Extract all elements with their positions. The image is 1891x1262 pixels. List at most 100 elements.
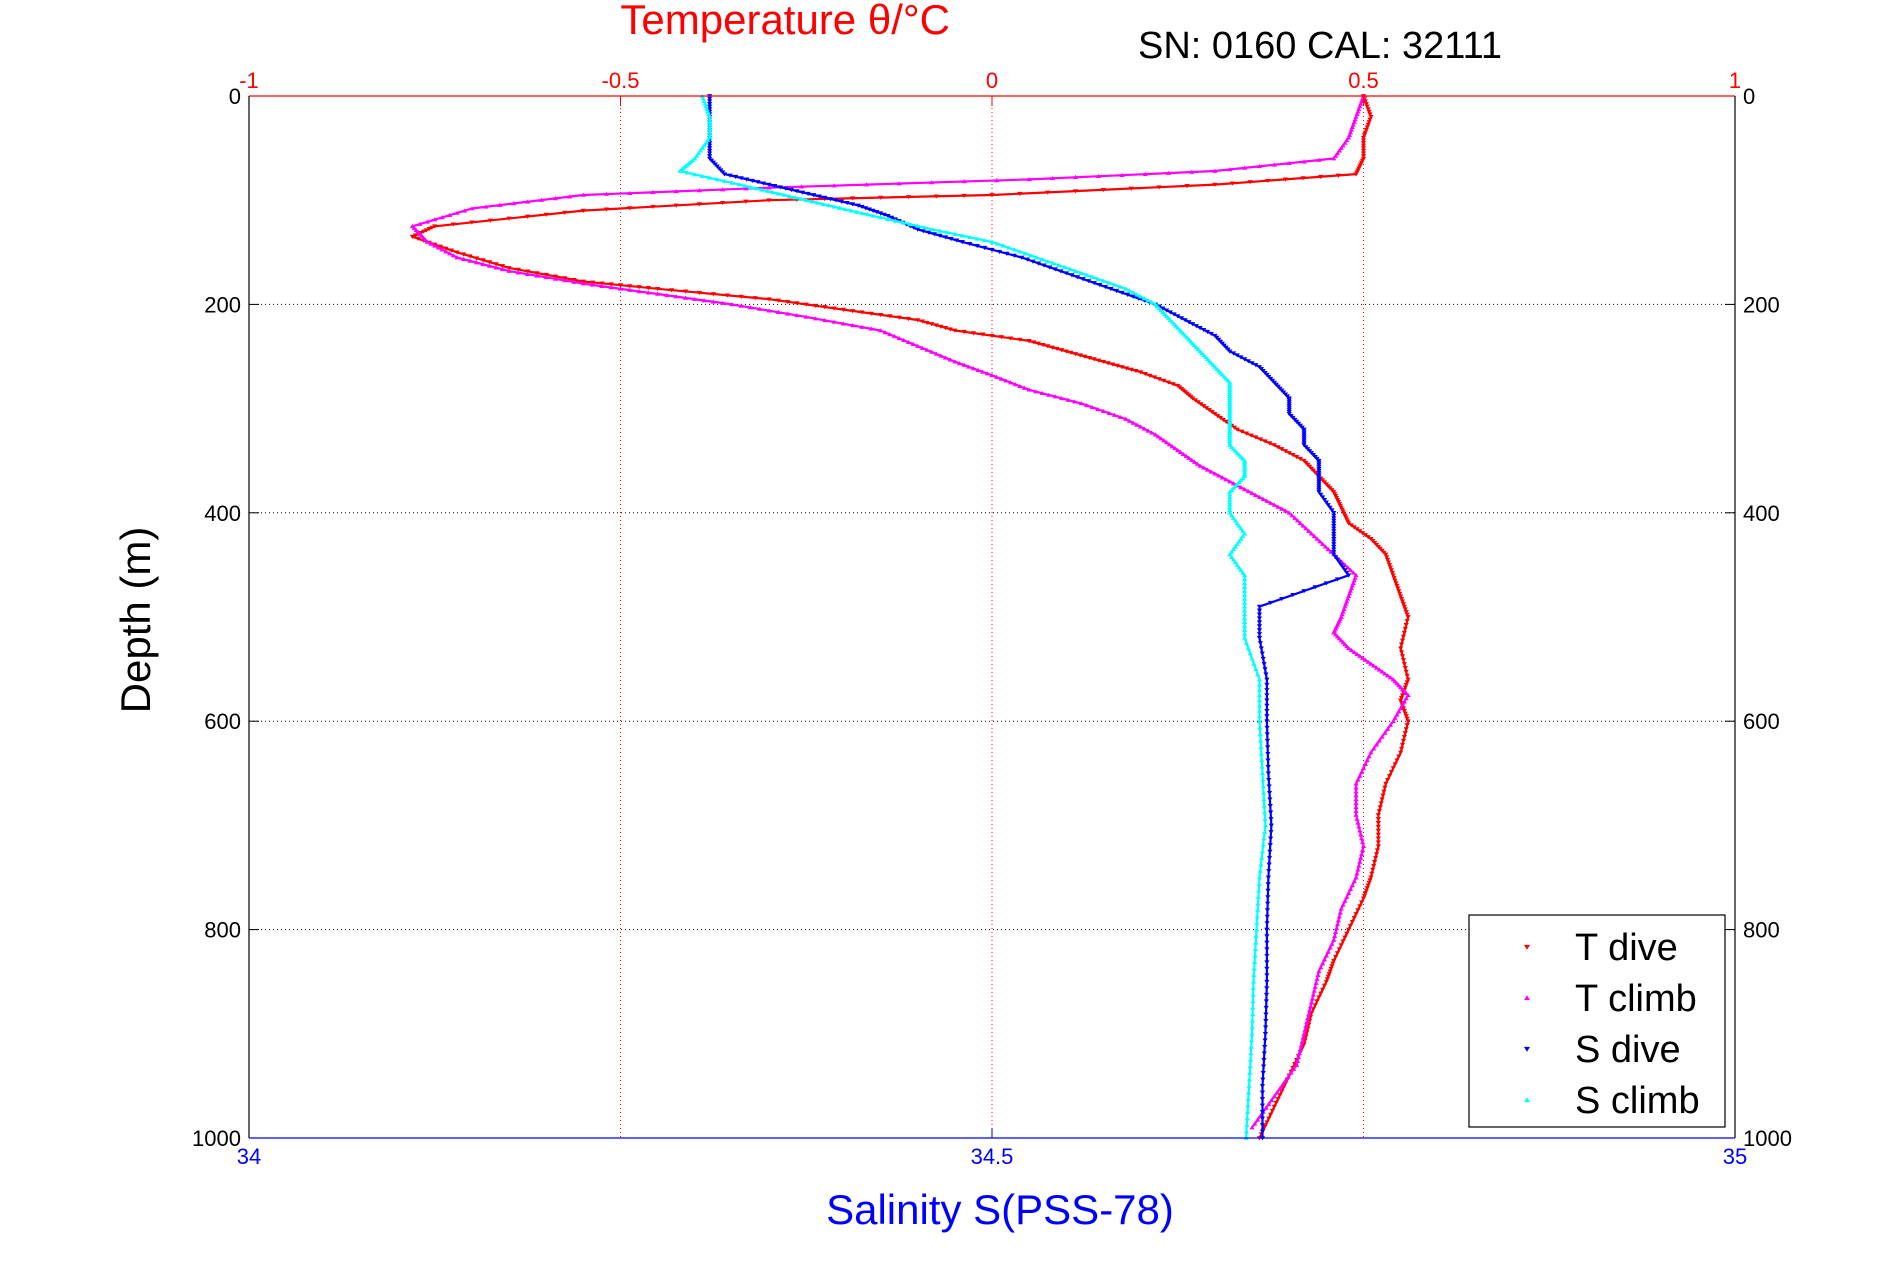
data-point bbox=[896, 181, 902, 186]
data-point bbox=[1256, 494, 1263, 499]
data-point bbox=[1351, 879, 1357, 884]
data-point bbox=[1334, 577, 1341, 582]
data-point bbox=[1085, 279, 1092, 284]
data-point bbox=[1035, 341, 1042, 346]
data-point bbox=[966, 364, 972, 369]
data-point bbox=[1242, 608, 1248, 613]
data-point bbox=[439, 215, 445, 220]
data-point bbox=[937, 228, 943, 233]
data-point bbox=[919, 345, 925, 350]
data-point bbox=[1279, 1089, 1285, 1094]
data-point bbox=[627, 287, 633, 292]
data-point bbox=[1052, 267, 1058, 272]
data-point bbox=[1379, 669, 1385, 674]
data-point bbox=[961, 179, 967, 184]
data-point bbox=[1339, 612, 1345, 617]
data-point bbox=[1216, 473, 1222, 478]
data-point bbox=[922, 225, 928, 230]
data-point bbox=[1017, 191, 1023, 197]
legend-marker bbox=[1524, 944, 1530, 950]
data-point bbox=[1331, 524, 1337, 529]
data-point bbox=[1261, 662, 1267, 667]
data-point bbox=[1344, 570, 1350, 576]
data-point bbox=[1361, 893, 1368, 899]
data-point bbox=[1312, 585, 1318, 590]
data-point bbox=[1331, 537, 1337, 542]
data-point bbox=[783, 186, 789, 191]
data-point bbox=[848, 208, 854, 213]
data-point bbox=[1151, 375, 1158, 380]
data-point bbox=[981, 237, 988, 243]
data-point bbox=[1264, 725, 1270, 731]
data-point bbox=[1232, 518, 1238, 523]
data-point bbox=[929, 227, 936, 232]
data-point bbox=[1230, 481, 1237, 486]
data-point bbox=[1236, 523, 1242, 528]
data-point bbox=[1360, 141, 1367, 146]
data-point bbox=[1398, 695, 1405, 701]
data-point bbox=[1285, 1074, 1291, 1079]
data-point bbox=[1160, 306, 1166, 311]
data-point bbox=[1031, 340, 1037, 345]
data-point bbox=[1256, 608, 1263, 613]
data-point bbox=[1264, 979, 1270, 985]
data-point bbox=[837, 205, 843, 210]
data-point bbox=[996, 249, 1003, 254]
data-point bbox=[1268, 817, 1274, 822]
data-point bbox=[1182, 318, 1188, 323]
data-point bbox=[1331, 552, 1337, 557]
data-point bbox=[1100, 278, 1107, 283]
data-point bbox=[1256, 708, 1263, 713]
data-point bbox=[534, 273, 540, 278]
data-point bbox=[590, 282, 596, 287]
data-point bbox=[1152, 432, 1159, 437]
data-point bbox=[1264, 973, 1270, 978]
data-point bbox=[1264, 703, 1270, 708]
data-point bbox=[1177, 449, 1184, 455]
data-point bbox=[1302, 1027, 1308, 1032]
data-point bbox=[1387, 565, 1394, 570]
data-point bbox=[1269, 1108, 1276, 1113]
data-point bbox=[905, 339, 912, 344]
data-point bbox=[710, 292, 716, 297]
data-point bbox=[1331, 521, 1337, 526]
data-point bbox=[1367, 878, 1373, 883]
data-point bbox=[1321, 983, 1328, 988]
data-point bbox=[706, 111, 712, 117]
data-point bbox=[1351, 916, 1357, 921]
data-point bbox=[1212, 182, 1218, 187]
data-point bbox=[1369, 871, 1375, 876]
data-point bbox=[942, 355, 949, 360]
data-point bbox=[1348, 647, 1355, 653]
data-point bbox=[1234, 353, 1240, 358]
data-point bbox=[1261, 1051, 1267, 1056]
data-point bbox=[753, 186, 759, 191]
data-point bbox=[515, 267, 521, 272]
data-point bbox=[1249, 1125, 1255, 1130]
data-point bbox=[1364, 757, 1370, 763]
data-point bbox=[1238, 526, 1244, 531]
data-point bbox=[707, 141, 713, 146]
data-point bbox=[1258, 744, 1264, 750]
data-point bbox=[707, 99, 713, 104]
data-point bbox=[954, 238, 960, 243]
data-point bbox=[850, 309, 856, 314]
data-point bbox=[1354, 816, 1360, 821]
data-point bbox=[1403, 727, 1409, 732]
data-point bbox=[1316, 968, 1322, 974]
serial-annotation: SN: 0160 CAL: 32111 bbox=[1138, 25, 1502, 67]
data-point bbox=[1363, 888, 1369, 893]
data-point bbox=[1119, 290, 1125, 296]
data-point bbox=[915, 318, 921, 323]
data-point bbox=[1382, 730, 1388, 735]
data-point bbox=[1232, 559, 1238, 565]
data-point bbox=[1256, 677, 1263, 682]
data-point bbox=[1227, 492, 1233, 497]
data-point bbox=[1193, 324, 1199, 329]
data-point bbox=[1398, 746, 1405, 751]
data-point bbox=[1189, 169, 1195, 174]
data-point bbox=[956, 361, 963, 366]
top-tick-label: -1 bbox=[239, 68, 259, 93]
data-point bbox=[1052, 394, 1058, 399]
